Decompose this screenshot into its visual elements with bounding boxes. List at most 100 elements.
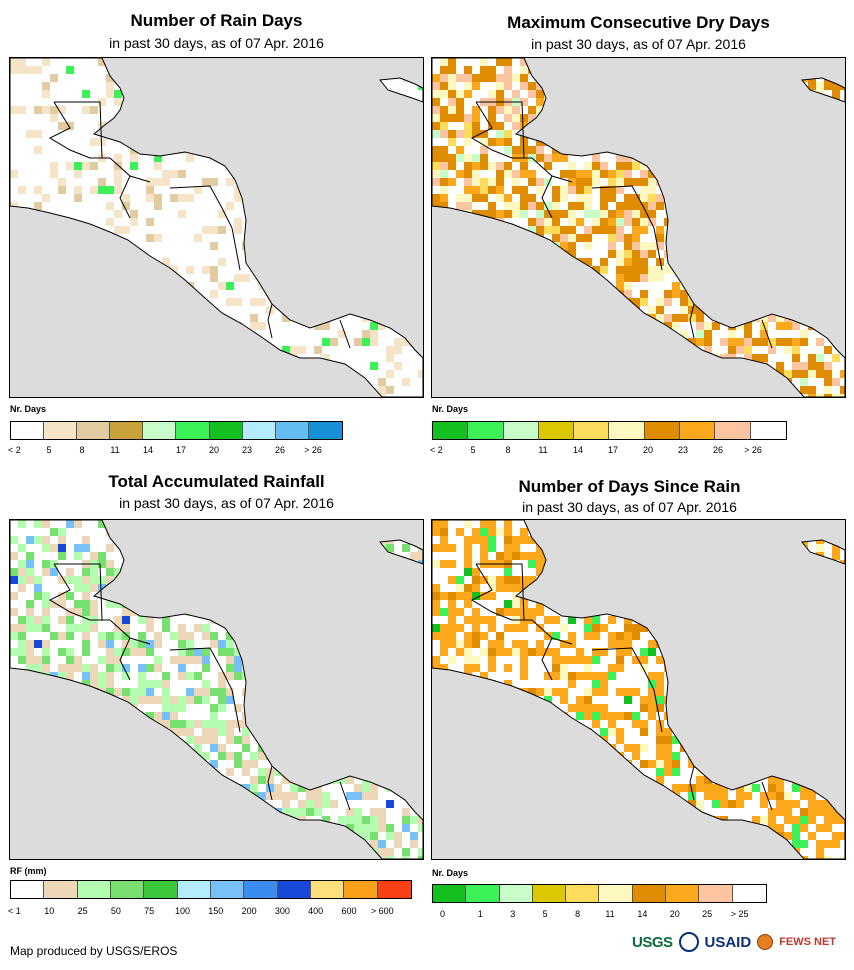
grid-cell <box>512 170 520 178</box>
grid-cell <box>218 210 226 218</box>
grid-cell <box>776 808 784 816</box>
grid-cell <box>480 74 488 82</box>
grid-cell <box>608 210 616 218</box>
grid-cell <box>648 266 656 274</box>
grid-cell <box>568 202 576 210</box>
grid-cell <box>536 648 544 656</box>
grid-cell <box>464 130 472 138</box>
grid-cell <box>402 544 410 552</box>
grid-cell <box>552 234 560 242</box>
grid-cell <box>258 792 266 800</box>
grid-cell <box>146 218 154 226</box>
grid-cell <box>210 226 218 234</box>
grid-cell <box>600 712 608 720</box>
grid-cell <box>688 792 696 800</box>
grid-cell <box>210 290 218 298</box>
grid-cell <box>488 616 496 624</box>
grid-cell <box>186 656 194 664</box>
grid-cell <box>258 298 266 306</box>
grid-cell <box>768 792 776 800</box>
grid-cell <box>432 584 440 592</box>
grid-cell <box>488 520 496 528</box>
grid-cell <box>736 784 744 792</box>
grid-cell <box>488 106 496 114</box>
legend-label: 8 <box>79 445 85 455</box>
grid-cell <box>448 154 456 162</box>
grid-cell <box>640 720 648 728</box>
grid-cell <box>410 832 418 840</box>
grid-cell <box>600 170 608 178</box>
grid-cell <box>178 210 186 218</box>
grid-cell <box>74 600 82 608</box>
grid-cell <box>258 322 266 330</box>
grid-cell <box>114 98 122 106</box>
grid-cell <box>202 752 210 760</box>
grid-cell <box>680 314 688 322</box>
grid-cell <box>234 704 242 712</box>
grid-cell <box>464 656 472 664</box>
usgs-logo: USGS <box>632 933 673 951</box>
grid-cell <box>194 648 202 656</box>
grid-cell <box>34 640 42 648</box>
grid-cell <box>512 584 520 592</box>
grid-cell <box>496 584 504 592</box>
grid-cell <box>656 266 664 274</box>
grid-cell <box>560 186 568 194</box>
legend-swatch <box>433 885 467 902</box>
grid-cell <box>744 354 752 362</box>
partner-logos: USGS USAID FEWS NET <box>632 932 836 952</box>
legend-swatch <box>632 885 667 902</box>
grid-cell <box>640 290 648 298</box>
grid-cell <box>26 600 34 608</box>
grid-cell <box>464 122 472 130</box>
grid-cell <box>640 744 648 752</box>
grid-cell <box>560 656 568 664</box>
grid-cell <box>122 696 130 704</box>
grid-cell <box>512 114 520 122</box>
grid-cell <box>616 736 624 744</box>
grid-cell <box>672 752 680 760</box>
legend-label: 14 <box>637 909 648 919</box>
grid-cell <box>752 354 760 362</box>
grid-cell <box>226 202 234 210</box>
grid-cell <box>776 314 784 322</box>
grid-cell <box>504 202 512 210</box>
grid-cell <box>58 632 66 640</box>
grid-cell <box>370 362 378 370</box>
grid-cell <box>736 322 744 330</box>
grid-cell <box>432 74 440 82</box>
grid-cell <box>162 688 170 696</box>
grid-cell <box>752 784 760 792</box>
grid-cell <box>592 680 600 688</box>
grid-cell <box>26 648 34 656</box>
grid-cell <box>480 186 488 194</box>
legend-label: 10 <box>44 906 55 916</box>
grid-cell <box>472 608 480 616</box>
grid-cell <box>552 194 560 202</box>
grid-cell <box>82 106 90 114</box>
grid-cell <box>464 560 472 568</box>
grid-cell <box>74 186 82 194</box>
grid-cell <box>66 616 74 624</box>
grid-cell <box>600 648 608 656</box>
grid-cell <box>106 680 114 688</box>
grid-cell <box>410 816 418 824</box>
grid-cell <box>504 544 512 552</box>
grid-cell <box>338 330 346 338</box>
grid-cell <box>448 624 456 632</box>
legend-label: 3 <box>510 909 516 919</box>
grid-cell <box>624 170 632 178</box>
coastline <box>432 520 845 859</box>
grid-cell <box>640 656 648 664</box>
grid-cell <box>178 720 186 728</box>
grid-cell <box>472 162 480 170</box>
island-coastline <box>801 539 845 565</box>
grid-cell <box>26 536 34 544</box>
grid-cell <box>632 250 640 258</box>
legend-label: 25 <box>77 906 88 916</box>
grid-cell <box>528 560 536 568</box>
grid-cell <box>488 122 496 130</box>
grid-cell <box>616 282 624 290</box>
legend-swatch <box>144 881 178 898</box>
grid-cell <box>146 624 154 632</box>
